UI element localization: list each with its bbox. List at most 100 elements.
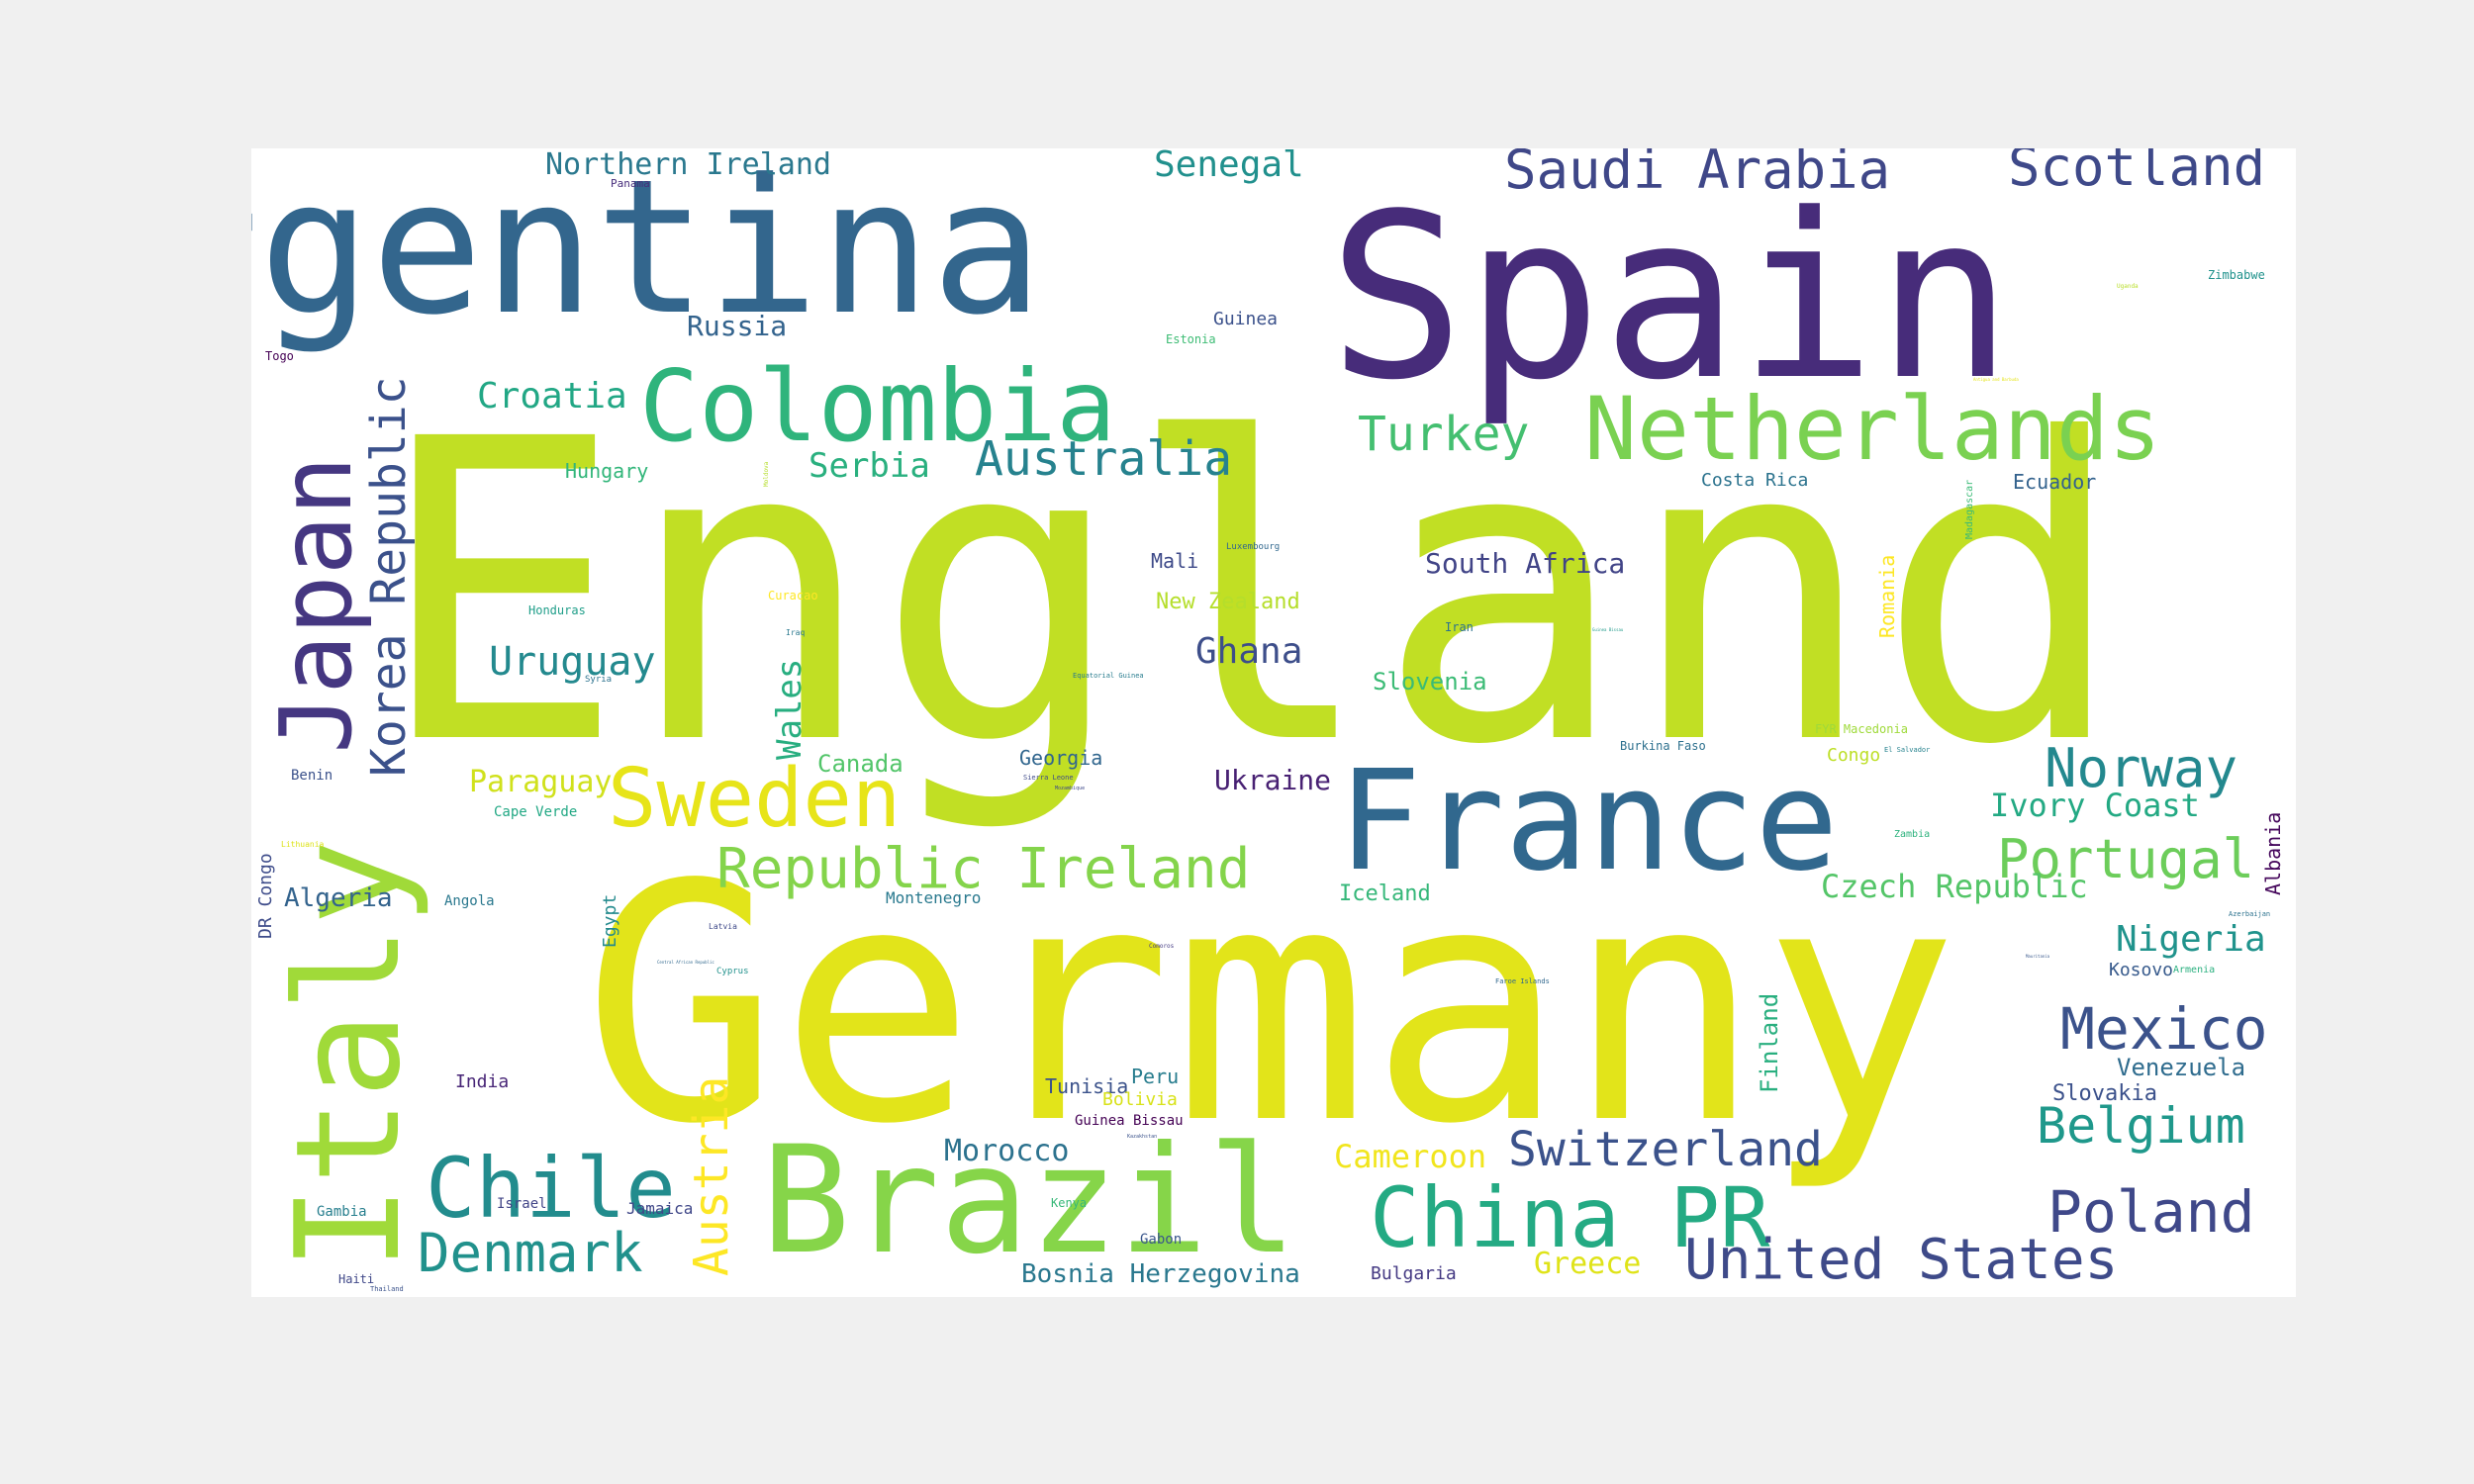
word-mexico: Mexico [2060, 995, 2268, 1063]
word-armenia: Armenia [2173, 965, 2215, 975]
word-croatia: Croatia [477, 376, 627, 417]
word-moldova: Moldova [763, 461, 770, 487]
word-austria: Austria [684, 1076, 739, 1276]
word-thailand: Thailand [370, 1285, 404, 1293]
word-iraq: Iraq [786, 628, 805, 637]
word-canada: Canada [817, 750, 904, 778]
word-australia: Australia [975, 431, 1232, 487]
word-spain: Spain [1328, 166, 2013, 430]
word-albania: Albania [2261, 812, 2285, 895]
word-japan: Japan [258, 456, 374, 754]
word-mozambique: Mozambique [1055, 786, 1085, 791]
word-iceland: Iceland [1339, 881, 1431, 906]
word-costa-rica: Costa Rica [1701, 470, 1808, 491]
word-scotland: Scotland [2008, 148, 2265, 198]
word-azerbaijan: Azerbaijan [2229, 910, 2270, 918]
word-panama: Panama [611, 177, 650, 190]
word-gambia: Gambia [317, 1204, 367, 1220]
word-estonia: Estonia [1166, 332, 1216, 346]
word-china-pr: China PR [1370, 1169, 1770, 1266]
word-cape-verde: Cape Verde [494, 804, 577, 820]
word-cloud: England Germany Spain Argentina Brazil F… [251, 148, 2285, 1293]
word-latvia: Latvia [709, 922, 737, 931]
word-benin: Benin [291, 768, 333, 784]
word-cloud-canvas: England Germany Spain Argentina Brazil F… [251, 148, 2296, 1297]
word-congo: Congo [1827, 745, 1880, 766]
word-mali: Mali [1151, 549, 1198, 573]
word-burkina-faso: Burkina Faso [1620, 739, 1706, 753]
word-saudi-arabia: Saudi Arabia [1504, 148, 1890, 201]
word-sweden: Sweden [608, 752, 901, 846]
word-uruguay: Uruguay [489, 639, 656, 685]
word-honduras: Honduras [528, 603, 586, 617]
word-norway: Norway [2045, 737, 2237, 799]
word-hungary: Hungary [565, 459, 648, 483]
word-kazakhstan: Kazakhstan [1127, 1134, 1157, 1140]
word-serbia: Serbia [809, 446, 930, 486]
word-cameroon: Cameroon [1334, 1138, 1486, 1175]
word-poland: Poland [2047, 1178, 2255, 1246]
word-turkey: Turkey [1358, 407, 1529, 462]
word-brazil: Brazil [761, 1115, 1297, 1287]
word-netherlands: Netherlands [1584, 378, 2161, 480]
word-syria: Syria [585, 675, 612, 685]
word-haiti: Haiti [338, 1272, 374, 1286]
word-bosnia-herzegovina: Bosnia Herzegovina [1021, 1259, 1300, 1289]
word-argentina: Argentina [251, 148, 1043, 356]
word-new-zealand: New Zealand [1156, 590, 1300, 614]
word-sierra-leone: Sierra Leone [1023, 774, 1074, 782]
word-nigeria: Nigeria [2116, 919, 2266, 960]
word-central-african-republic: Central African Republic [657, 960, 714, 965]
word-bulgaria: Bulgaria [1371, 1263, 1457, 1284]
word-luxembourg: Luxembourg [1226, 542, 1280, 552]
word-india: India [455, 1071, 509, 1092]
word-denmark: Denmark [418, 1222, 643, 1284]
word-bolivia: Bolivia [1102, 1089, 1178, 1110]
word-france: France [1338, 741, 1839, 902]
word-morocco: Morocco [944, 1134, 1069, 1168]
word-fyr-macedonia: FYR Macedonia [1815, 722, 1908, 736]
word-slovakia: Slovakia [2052, 1081, 2157, 1106]
word-dr-congo: DR Congo [255, 853, 276, 939]
word-israel: Israel [497, 1196, 547, 1212]
word-korea-republic: Korea Republic [361, 376, 417, 777]
word-ukraine: Ukraine [1214, 764, 1331, 796]
word-mauritania: Mauritania [2026, 954, 2050, 959]
word-paraguay: Paraguay [469, 765, 613, 799]
word-ecuador: Ecuador [2013, 470, 2096, 494]
word-gabon: Gabon [1140, 1232, 1182, 1248]
word-united-states: United States [1684, 1228, 2118, 1292]
word-angola: Angola [444, 893, 495, 909]
word-guinea-bissau-small: Guinea Bissau [1592, 627, 1624, 632]
word-faroe-islands: Faroe Islands [1495, 977, 1550, 985]
word-chile: Chile [426, 1140, 676, 1237]
word-el-salvador: El Salvador [1884, 746, 1930, 754]
word-senegal: Senegal [1154, 148, 1304, 185]
word-venezuela: Venezuela [2117, 1054, 2245, 1081]
word-tunisia: Tunisia [1045, 1074, 1128, 1098]
word-madagascar: Madagascar [1964, 480, 1975, 539]
word-egypt: Egypt [600, 894, 620, 948]
word-lithuania: Lithuania [281, 840, 325, 849]
word-comoros: Comoros [1149, 943, 1175, 950]
word-south-africa: South Africa [1425, 547, 1625, 580]
word-cyprus: Cyprus [716, 967, 749, 976]
word-zimbabwe: Zimbabwe [2208, 268, 2265, 282]
word-belgium: Belgium [2037, 1097, 2245, 1155]
word-curacao: Curacao [768, 589, 818, 603]
word-kenya: Kenya [1051, 1196, 1087, 1210]
word-zambia: Zambia [1894, 829, 1930, 840]
word-republic-ireland: Republic Ireland [716, 837, 1250, 901]
word-togo: Togo [265, 349, 294, 363]
word-colombia: Colombia [639, 348, 1116, 464]
word-switzerland: Switzerland [1508, 1122, 1823, 1177]
word-peru: Peru [1131, 1065, 1179, 1088]
word-slovenia: Slovenia [1373, 668, 1487, 696]
word-guinea-bissau: Guinea Bissau [1075, 1113, 1184, 1129]
word-ghana: Ghana [1195, 631, 1302, 672]
word-greece: Greece [1534, 1247, 1641, 1281]
word-romania: Romania [1875, 555, 1899, 638]
word-algeria: Algeria [284, 883, 393, 913]
word-equatorial-guinea: Equatorial Guinea [1073, 672, 1144, 680]
word-iran: Iran [1445, 620, 1474, 634]
